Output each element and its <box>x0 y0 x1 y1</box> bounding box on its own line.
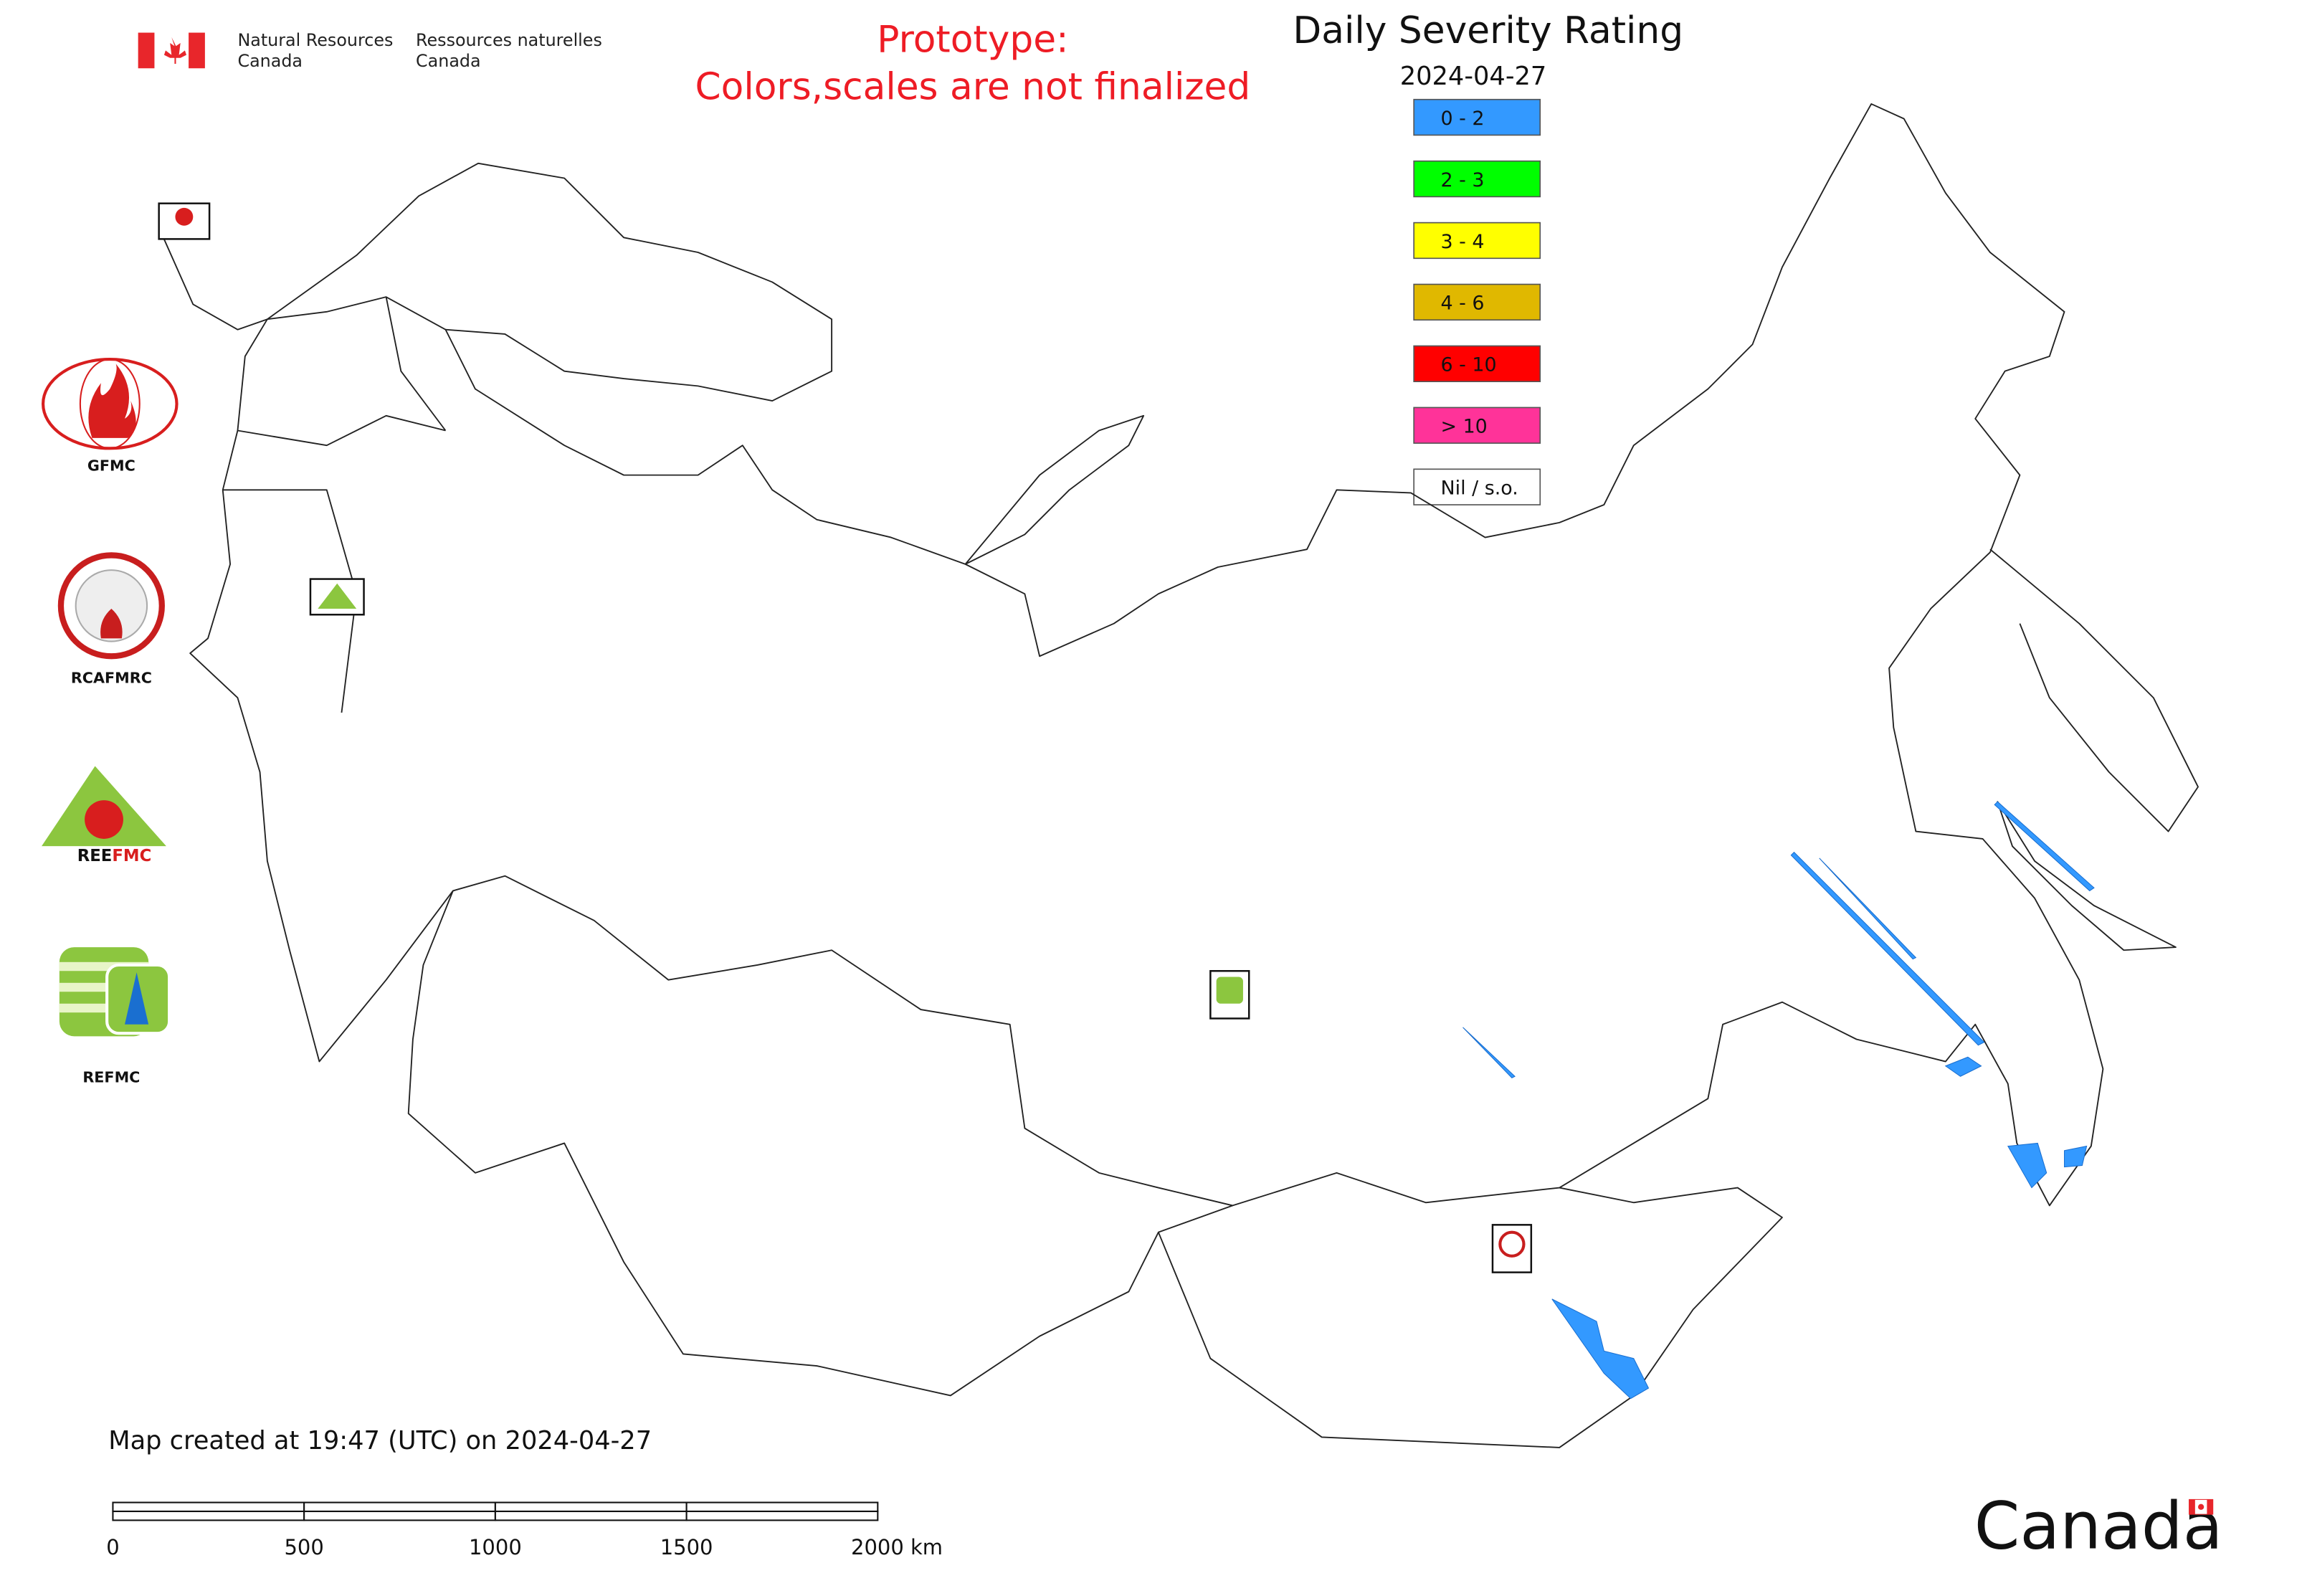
scale-segment <box>112 1510 305 1521</box>
scale-label: 1500 <box>660 1535 713 1559</box>
map-footer: Map created at 19:47 (UTC) on 2024-04-27 <box>108 1426 652 1455</box>
legend-label: 4 - 6 <box>1440 293 1484 315</box>
russia-outline <box>189 103 2104 1207</box>
map-outlines <box>163 103 2199 1448</box>
legend-label: > 10 <box>1440 416 1487 438</box>
sakhalin-outline <box>1997 801 2177 951</box>
scale-segment <box>303 1510 496 1521</box>
map-logo-icon <box>1498 1230 1526 1258</box>
refmc-logo <box>59 947 171 1037</box>
department-en: Canada <box>237 51 303 71</box>
logo-label: RCAFMRC <box>71 670 152 687</box>
scale-segment <box>303 1501 496 1513</box>
scale-segment <box>494 1501 688 1513</box>
logo-label: REFMC <box>82 1069 140 1086</box>
legend-swatch <box>1413 345 1541 382</box>
map-title: Daily Severity Rating <box>1293 9 1683 52</box>
legend-swatch <box>1413 222 1541 260</box>
fire-area <box>1462 801 2095 1078</box>
internal-borders <box>222 296 447 713</box>
kazakhstan-outline <box>407 890 1233 1397</box>
legend-swatch <box>1413 407 1541 444</box>
scandinavia-outline <box>163 162 833 402</box>
map-logo-icon <box>175 207 194 226</box>
reefmc-logo: REEFMC <box>38 766 191 865</box>
canada-wordmark: Canada <box>1974 1488 2223 1564</box>
legend-label: 6 - 10 <box>1440 354 1496 376</box>
scale-segment <box>685 1501 879 1513</box>
kamchatka-outline <box>1989 548 2199 832</box>
department-en: Natural Resources <box>237 30 393 50</box>
fire-area <box>1944 1056 1982 1077</box>
legend-label: Nil / s.o. <box>1440 478 1518 500</box>
scale-label: 2000 km <box>851 1535 943 1559</box>
map-logo-icon <box>1216 977 1243 1004</box>
svg-text:REEFMC: REEFMC <box>77 847 152 865</box>
fire-area <box>2007 1142 2088 1189</box>
wordmark-flag <box>2189 1498 2214 1515</box>
prototype-notice: Prototype: <box>877 18 1068 61</box>
fire-area <box>1551 1298 1650 1400</box>
novaya-zemlya <box>964 414 1145 565</box>
canada-flag <box>138 32 205 69</box>
legend: 0 - 2 2 - 3 3 - 4 4 - 6 6 - 10 > 10 Nil / s.o. <box>1413 98 1541 505</box>
scale-label: 1000 <box>469 1535 522 1559</box>
legend-swatch <box>1413 283 1541 321</box>
map-date: 2024-04-27 <box>1400 62 1547 91</box>
logo-label: GFMC <box>87 457 135 474</box>
legend-swatch <box>1413 160 1541 198</box>
legend-label: 0 - 2 <box>1440 108 1484 130</box>
scale-label: 500 <box>284 1535 323 1559</box>
department-fr: Canada <box>416 51 481 71</box>
prototype-notice: Colors,scales are not finalized <box>695 66 1251 109</box>
map-logo-icon <box>318 583 357 609</box>
gfmc-logo <box>42 358 179 450</box>
scale-bar: 0 500 1000 1500 2000 km <box>106 1501 943 1559</box>
scale-label: 0 <box>106 1535 119 1559</box>
legend-label: 2 - 3 <box>1440 169 1484 191</box>
rcafmrc-logo <box>57 552 165 660</box>
mongolia-outline <box>1157 1187 1783 1448</box>
scale-segment <box>112 1501 305 1513</box>
legend-label: 3 - 4 <box>1440 231 1484 253</box>
legend-swatch <box>1413 468 1541 505</box>
scale-segment <box>494 1510 688 1521</box>
scale-segment <box>685 1510 879 1521</box>
map-logo-marker <box>1491 1224 1533 1273</box>
department-fr: Ressources naturelles <box>416 30 602 50</box>
legend-swatch <box>1413 98 1541 136</box>
